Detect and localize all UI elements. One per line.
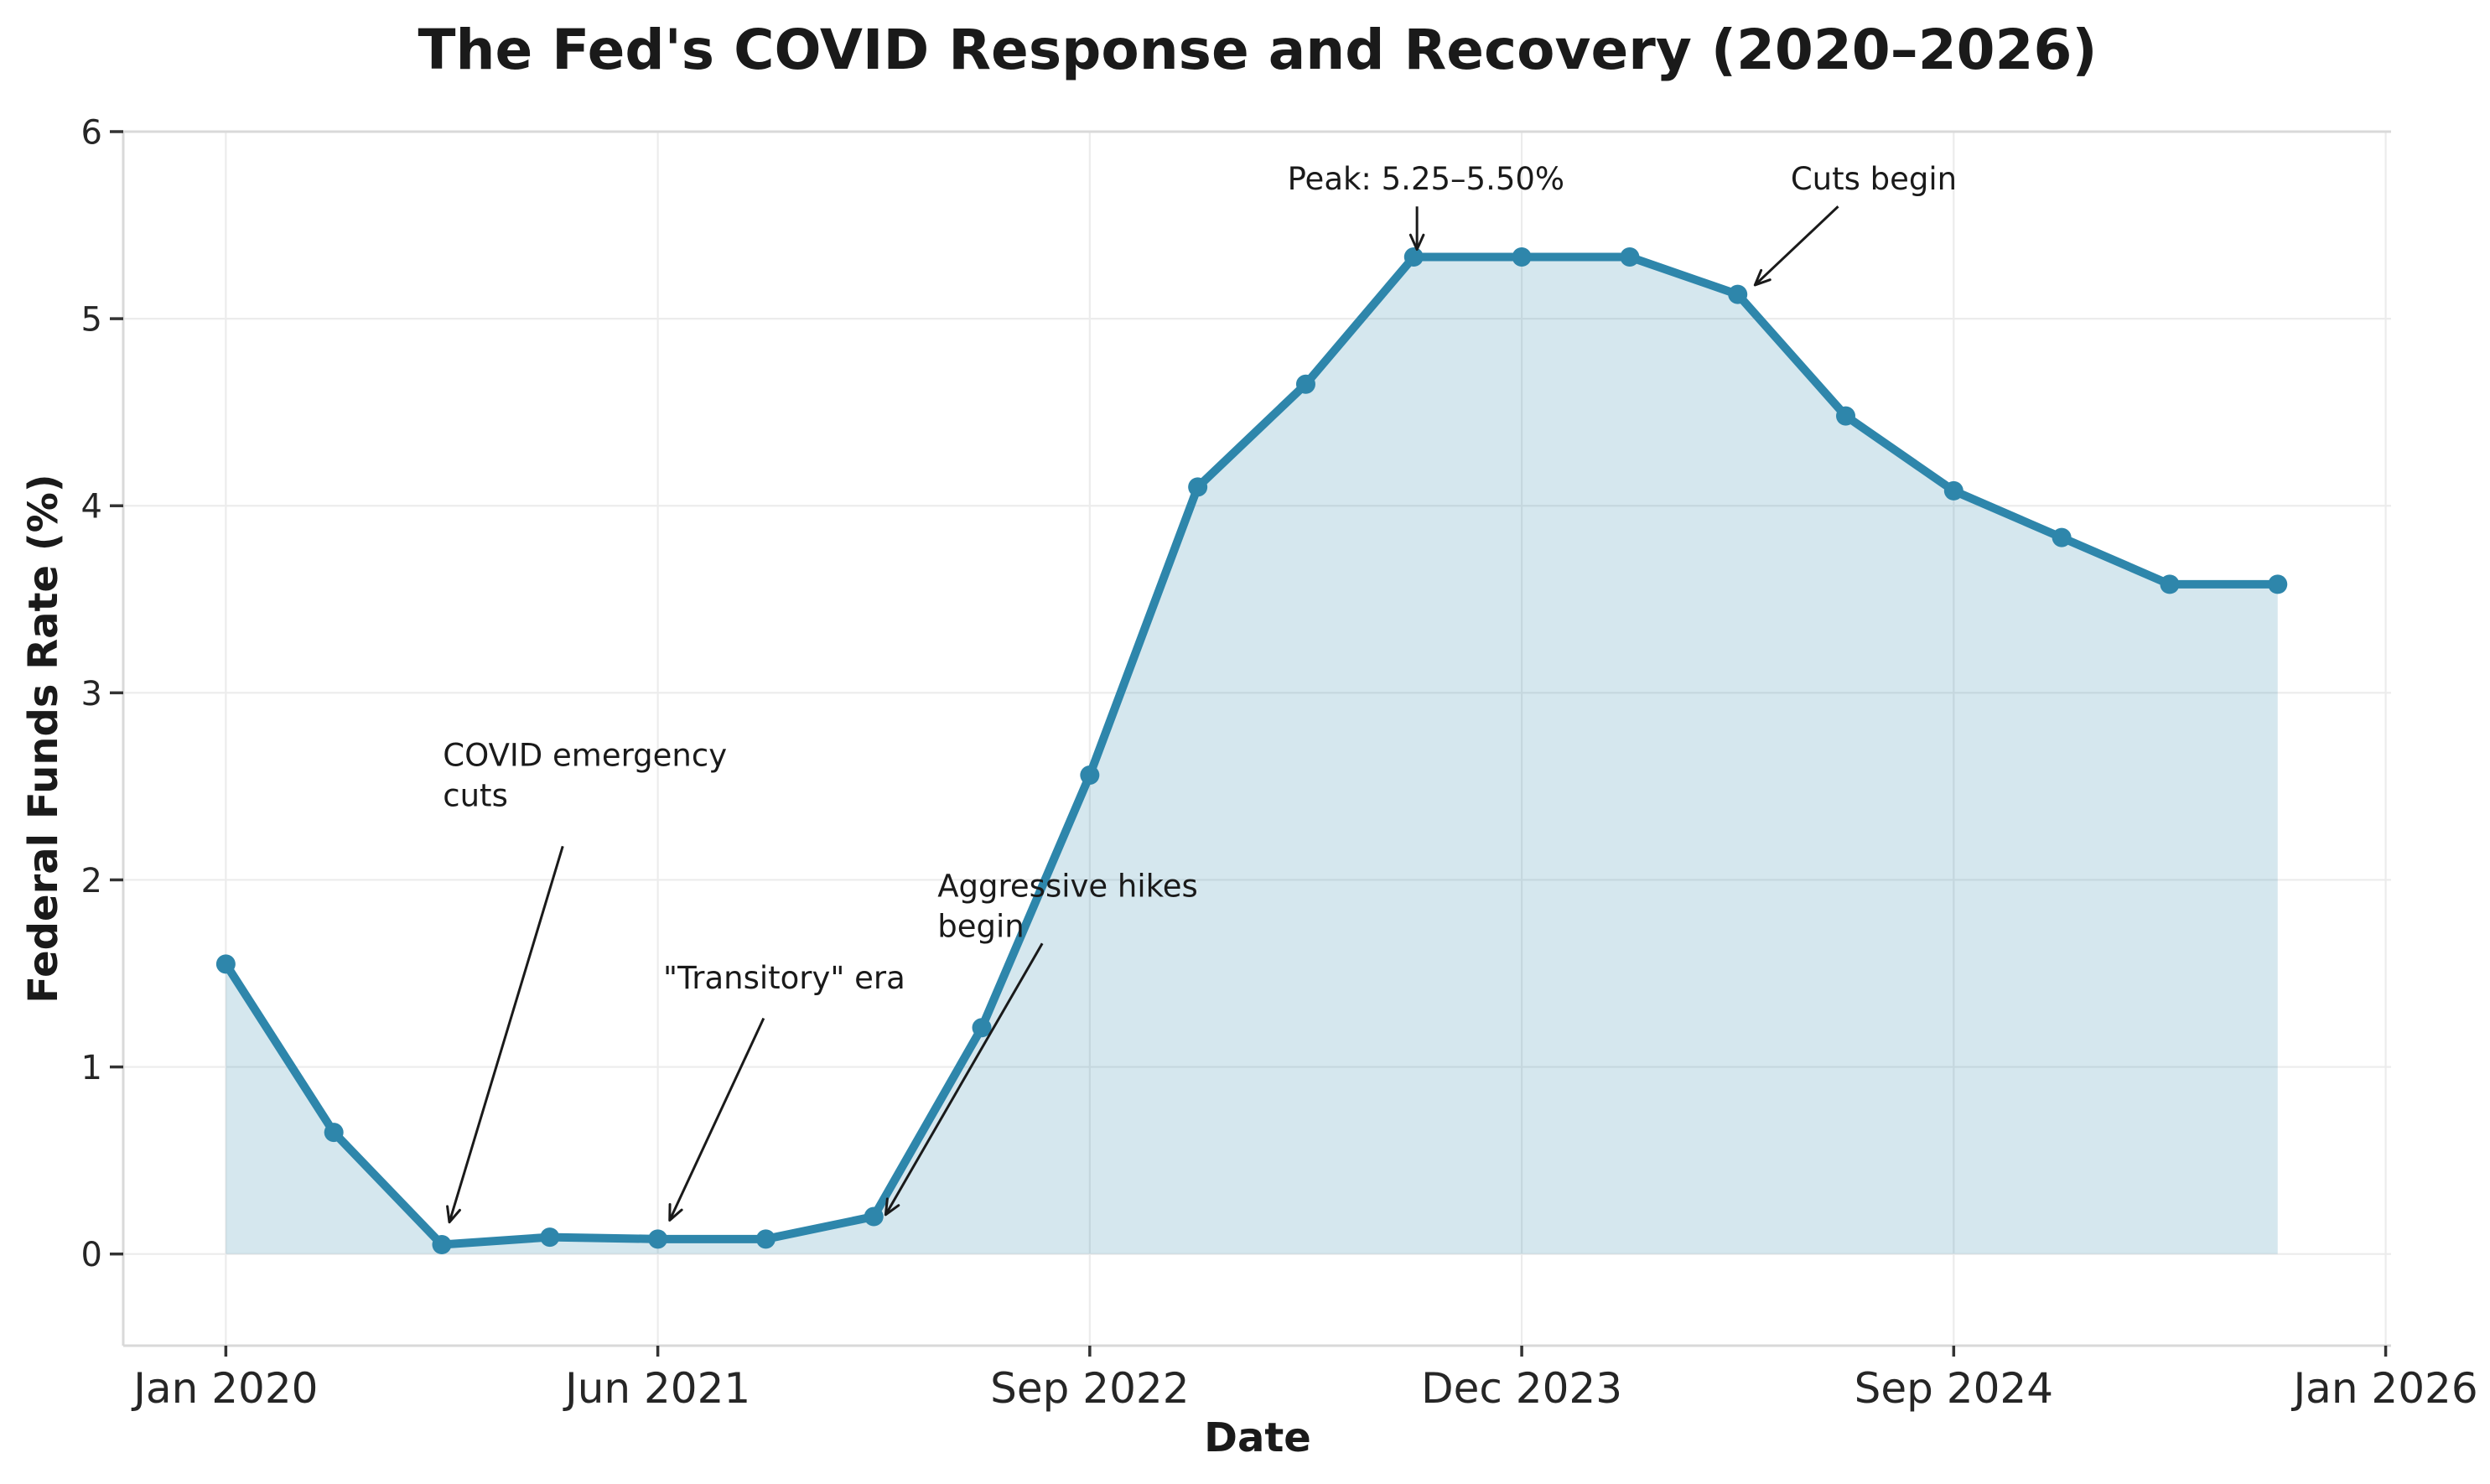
annotation-arrow	[1754, 205, 1839, 287]
data-point	[1188, 477, 1208, 497]
data-point	[1620, 246, 1640, 267]
x-tick-label: Jun 2021	[563, 1364, 750, 1413]
data-point	[1403, 246, 1424, 267]
data-point	[540, 1227, 560, 1248]
annotation-arrowhead	[1408, 233, 1425, 252]
annotation-text: COVID emergency cuts	[443, 737, 727, 813]
y-tick-label: 3	[81, 675, 102, 713]
y-tick-label: 4	[81, 488, 102, 527]
data-point	[1512, 246, 1532, 267]
data-point	[324, 1123, 344, 1143]
data-point	[755, 1229, 776, 1249]
area-fill	[226, 257, 2278, 1254]
data-point	[864, 1206, 884, 1227]
data-point	[648, 1229, 668, 1249]
x-axis-label: Date	[1204, 1414, 1311, 1461]
y-tick-label: 5	[81, 301, 102, 340]
annotation-arrowhead	[446, 1205, 461, 1224]
chart-render-layer: 0 1 2 3 4 5 6 Jan 2020 Jun 2021 Sep 2022 Dec 2023 S…	[81, 114, 2478, 1414]
y-tick-label: 1	[81, 1049, 102, 1087]
annotation-text: "Transitory" era	[663, 960, 905, 996]
data-point	[1295, 374, 1315, 394]
data-point	[432, 1235, 452, 1255]
y-axis-label: Federal Funds Rate (%)	[20, 474, 67, 1003]
data-point	[1728, 284, 1748, 304]
chart-title: The Fed's COVID Response and Recovery (2…	[418, 18, 2097, 82]
data-point	[1080, 765, 1100, 786]
x-tick-label: Sep 2024	[1855, 1364, 2053, 1413]
data-point	[972, 1018, 992, 1038]
annotation-text: Aggressive hikes begin	[937, 869, 1198, 945]
x-tick-label: Jan 2026	[2290, 1364, 2477, 1413]
x-tick-label: Jan 2020	[131, 1364, 318, 1413]
y-tick-label: 6	[81, 114, 102, 153]
data-point	[1943, 480, 1963, 501]
data-point	[2268, 574, 2288, 594]
rate-line	[221, 252, 2282, 1249]
annotation-arrowhead	[1753, 268, 1772, 287]
annotation-arrow	[668, 1017, 765, 1222]
data-point	[215, 954, 236, 974]
annotation-arrow	[884, 942, 1044, 1216]
y-tick-label: 0	[81, 1236, 102, 1274]
annotation-arrowhead	[884, 1197, 900, 1217]
annotation-text: Peak: 5.25–5.50%	[1288, 161, 1565, 197]
x-tick-label: Dec 2023	[1421, 1364, 1622, 1413]
annotation-text: Cuts begin	[1791, 161, 1957, 197]
annotation-arrowhead	[668, 1203, 683, 1222]
x-tick-label: Sep 2022	[990, 1364, 1189, 1413]
annotation-arrow	[448, 845, 564, 1223]
data-point	[1836, 406, 1856, 426]
y-tick-label: 2	[81, 862, 102, 900]
data-point	[2160, 574, 2180, 594]
data-point	[2052, 527, 2072, 547]
